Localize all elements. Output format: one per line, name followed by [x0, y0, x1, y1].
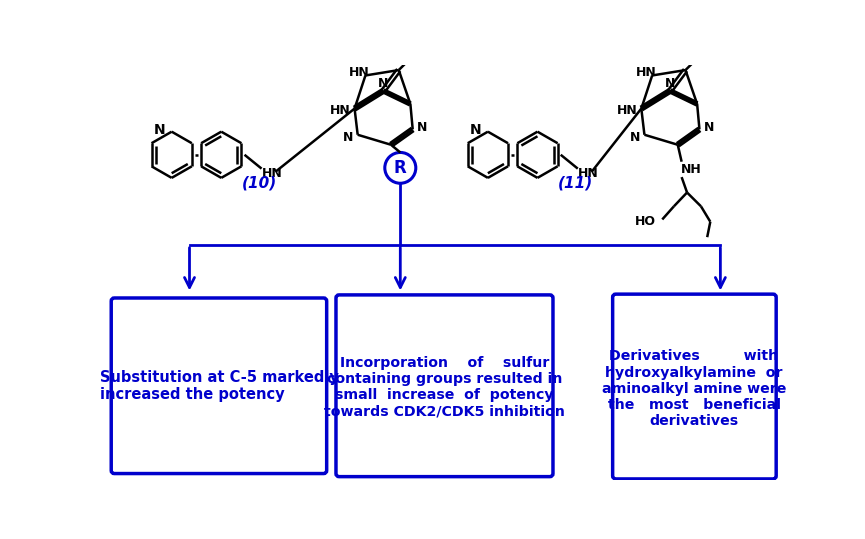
FancyBboxPatch shape: [612, 294, 776, 479]
Text: N: N: [153, 123, 165, 137]
Text: N: N: [630, 132, 640, 144]
Text: HN: HN: [349, 66, 369, 79]
Text: (11): (11): [558, 176, 593, 191]
Text: Derivatives         with
hydroxyalkylamine  or
aminoalkyl amine were
the   most : Derivatives with hydroxyalkylamine or am…: [602, 349, 786, 429]
Text: HN: HN: [262, 167, 283, 179]
Text: HN: HN: [578, 167, 599, 179]
Text: HO: HO: [635, 215, 656, 228]
Text: (10): (10): [241, 176, 277, 191]
Text: Incorporation    of    sulfur
containing groups resulted in
small  increase  of : Incorporation of sulfur containing group…: [324, 356, 565, 419]
FancyBboxPatch shape: [336, 295, 553, 476]
FancyBboxPatch shape: [112, 298, 327, 474]
Text: R: R: [394, 159, 407, 177]
Text: N: N: [665, 77, 676, 89]
Text: NH: NH: [682, 163, 702, 176]
Text: N: N: [470, 123, 481, 137]
Text: N: N: [378, 77, 388, 89]
Text: HN: HN: [617, 103, 638, 116]
Text: N: N: [703, 121, 714, 134]
Text: N: N: [417, 121, 427, 134]
Text: N: N: [343, 132, 354, 144]
Text: HN: HN: [330, 103, 351, 116]
Text: HN: HN: [636, 66, 657, 79]
Text: Substitution at C-5 markedly
increased the potency: Substitution at C-5 markedly increased t…: [99, 370, 338, 402]
